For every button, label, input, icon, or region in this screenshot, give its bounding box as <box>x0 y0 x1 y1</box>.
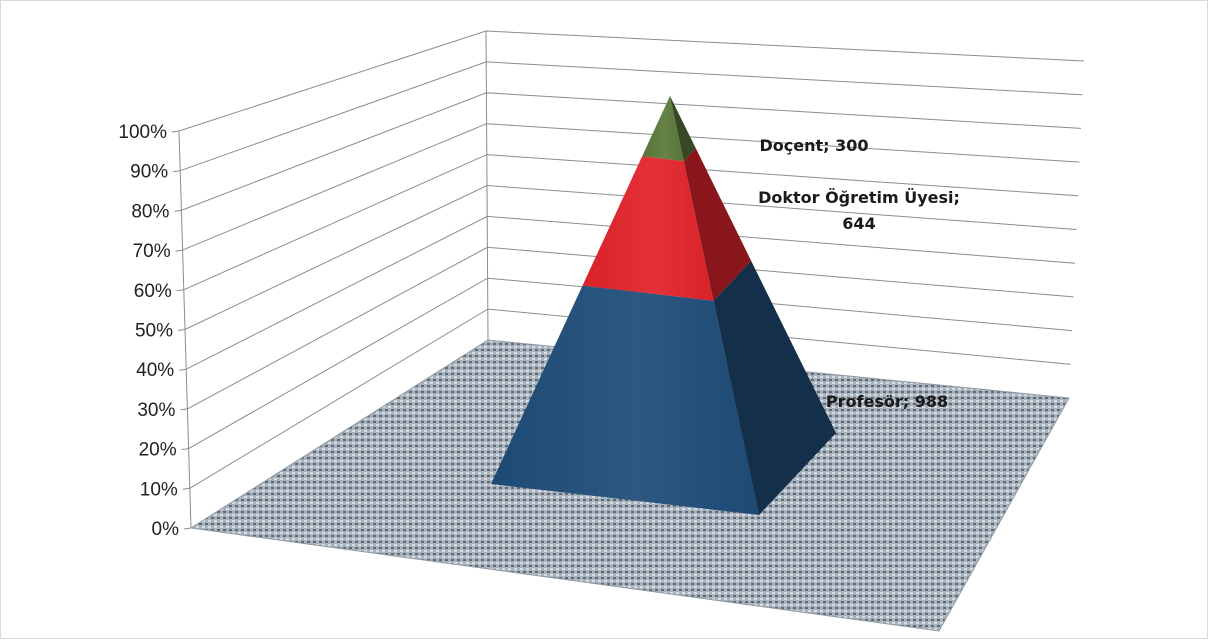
y-tick-label: 0% <box>152 519 180 540</box>
data-label: Profesör; 988 <box>826 392 948 411</box>
y-tick-label: 70% <box>133 241 171 262</box>
pyramid-segment-shading <box>642 96 684 162</box>
y-tick-label: 30% <box>137 400 175 421</box>
chart-walls <box>171 30 1085 530</box>
y-tick-label: 80% <box>131 201 169 222</box>
y-tick-label: 100% <box>118 122 167 143</box>
data-label: Doktor Öğretim Üyesi; 644 <box>758 188 960 233</box>
back-wall-edge <box>485 30 489 341</box>
y-tick-label: 10% <box>140 479 178 500</box>
pyramid-segment-side <box>713 260 836 515</box>
data-labels: Profesör; 988 Doktor Öğretim Üyesi; 644 Doç… <box>758 136 960 411</box>
y-tick-mark <box>181 448 189 451</box>
pyramid-segment-side <box>670 96 696 162</box>
y-tick-label: 50% <box>135 321 173 342</box>
y-tick-mark <box>180 408 188 411</box>
data-label: Doçent; 300 <box>759 136 868 155</box>
y-tick-mark <box>171 130 180 133</box>
y-tick-mark <box>175 249 183 252</box>
y-tick-mark <box>182 487 190 490</box>
y-tick-label: 60% <box>134 281 172 302</box>
y-tick-mark <box>173 170 181 173</box>
y-tick-label: 90% <box>130 162 168 183</box>
pyramid-segments <box>491 96 836 515</box>
pyramid-segment-shading <box>491 285 759 515</box>
gridline <box>178 30 1085 132</box>
pyramid-segment-side <box>683 148 752 301</box>
y-tick-mark <box>176 289 184 292</box>
gridline <box>180 61 1083 172</box>
y-tick-label: 20% <box>139 440 177 461</box>
y-tick-label: 40% <box>136 360 174 381</box>
y-tick-mark <box>177 329 186 331</box>
y-tick-mark <box>174 209 182 212</box>
y-axis-tick-labels: 0% 10% 20% 30% 40% 50% 60% 70% 80% 90% 100% <box>118 122 179 540</box>
y-tick-mark <box>179 368 187 371</box>
pyramid-segment-shading <box>582 156 714 301</box>
